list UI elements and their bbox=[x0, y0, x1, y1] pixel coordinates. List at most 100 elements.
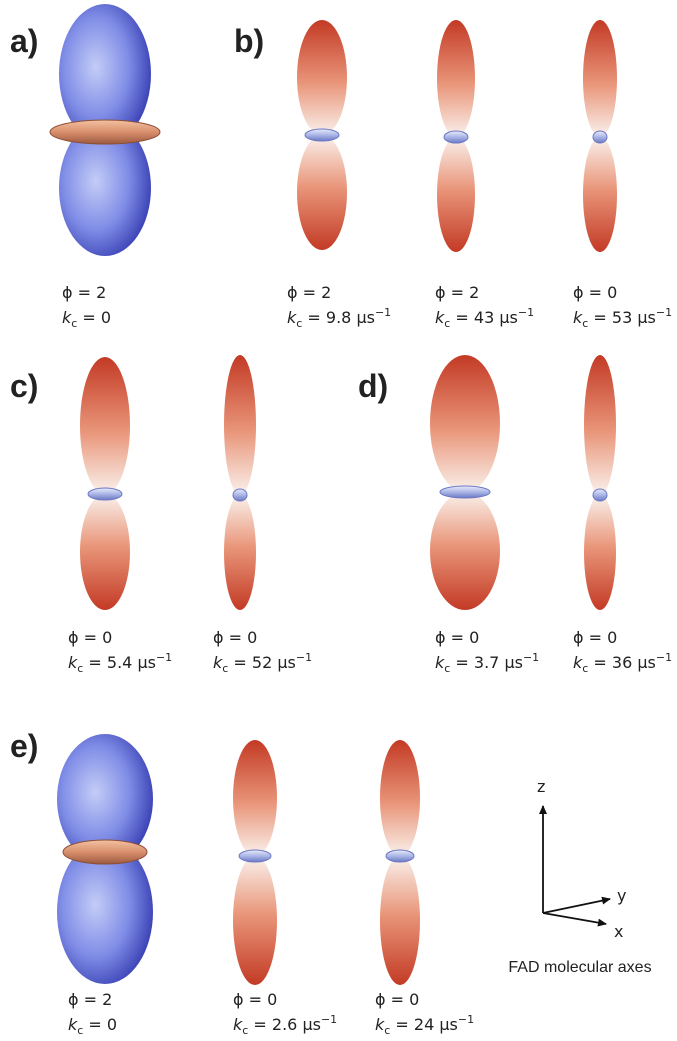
rate-value: = 52 μs bbox=[228, 653, 296, 672]
lobe bbox=[233, 856, 277, 985]
lobe bbox=[297, 135, 347, 250]
rate-value: = 36 μs bbox=[588, 653, 656, 672]
orbital-shape bbox=[584, 355, 616, 610]
rate-exponent: −1 bbox=[523, 651, 539, 664]
y-label: y bbox=[617, 886, 626, 905]
phi-label: ϕ = 2 bbox=[68, 990, 112, 1009]
ring bbox=[304, 128, 340, 142]
rate-symbol: k bbox=[435, 308, 445, 327]
rate-value: = 0 bbox=[83, 1015, 117, 1034]
ring bbox=[592, 488, 608, 502]
orbital-shape bbox=[437, 20, 475, 252]
ring bbox=[439, 485, 491, 499]
orbital-shape bbox=[233, 740, 277, 985]
rate-subscript: c bbox=[71, 317, 77, 330]
rate-subscript: c bbox=[296, 317, 302, 330]
lobe bbox=[80, 494, 130, 610]
lobe bbox=[57, 840, 153, 984]
rate-exponent: −1 bbox=[518, 306, 534, 319]
rate-exponent: −1 bbox=[375, 306, 391, 319]
orbital-shape bbox=[80, 357, 130, 610]
rate-label: kc = 0 bbox=[62, 308, 111, 330]
phi-label: ϕ = 0 bbox=[573, 628, 617, 647]
lobe bbox=[380, 740, 420, 856]
lobe bbox=[584, 355, 616, 495]
lobe bbox=[57, 734, 153, 864]
phi-label: ϕ = 0 bbox=[68, 628, 112, 647]
rate-subscript: c bbox=[582, 662, 588, 675]
panel-label: e) bbox=[10, 728, 38, 764]
rate-symbol: k bbox=[573, 653, 583, 672]
ring bbox=[592, 130, 608, 144]
axes-diagram: z y x FAD molecular axes bbox=[508, 777, 651, 976]
orbital-shape bbox=[380, 740, 420, 985]
rate-label: kc = 9.8 μs−1 bbox=[287, 306, 391, 330]
ring bbox=[238, 849, 272, 863]
lobe bbox=[59, 120, 151, 256]
rate-symbol: k bbox=[435, 653, 445, 672]
phi-label: ϕ = 2 bbox=[435, 283, 479, 302]
rate-value: = 24 μs bbox=[390, 1015, 458, 1034]
rate-symbol: k bbox=[375, 1015, 385, 1034]
orbital-shape bbox=[224, 355, 256, 610]
rate-symbol: k bbox=[233, 1015, 243, 1034]
ring bbox=[49, 119, 161, 145]
rate-label: kc = 3.7 μs−1 bbox=[435, 651, 539, 675]
lobe bbox=[430, 355, 500, 492]
rate-label: kc = 52 μs−1 bbox=[213, 651, 312, 675]
rate-exponent: −1 bbox=[656, 651, 672, 664]
rate-symbol: k bbox=[573, 308, 583, 327]
rate-subscript: c bbox=[222, 662, 228, 675]
x-axis bbox=[542, 912, 607, 927]
panel: d)ϕ = 0kc = 3.7 μs−1ϕ = 0kc = 36 μs−1 bbox=[358, 355, 672, 675]
panel: a) ϕ = 2 kc = 0 bbox=[10, 4, 161, 330]
lobe bbox=[59, 4, 151, 144]
rate-label: kc = 43 μs−1 bbox=[435, 306, 534, 330]
ring bbox=[87, 487, 123, 501]
rate-subscript: c bbox=[77, 662, 83, 675]
rate-value: = 9.8 μs bbox=[302, 308, 375, 327]
rate-subscript: c bbox=[77, 1024, 83, 1037]
panel-label: b) bbox=[234, 23, 264, 59]
phi-label: ϕ = 0 bbox=[573, 283, 617, 302]
rate-subscript: c bbox=[444, 317, 450, 330]
lobe bbox=[437, 20, 475, 137]
z-label: z bbox=[537, 777, 545, 796]
rate-value: = 3.7 μs bbox=[450, 653, 523, 672]
panel: e)ϕ = 2kc = 0ϕ = 0kc = 2.6 μs−1ϕ = 0kc =… bbox=[10, 728, 474, 1037]
phi-label: ϕ = 2 bbox=[62, 283, 106, 302]
lobe bbox=[224, 355, 256, 495]
rate-value: = 43 μs bbox=[450, 308, 518, 327]
ring bbox=[385, 849, 415, 863]
rate-exponent: −1 bbox=[296, 651, 312, 664]
rate-value: = 2.6 μs bbox=[248, 1015, 321, 1034]
rate-symbol: k bbox=[287, 308, 297, 327]
panel-label: a) bbox=[10, 23, 38, 59]
orbital-shape bbox=[57, 734, 153, 984]
ring bbox=[232, 488, 248, 502]
ring bbox=[62, 839, 148, 865]
lobe bbox=[583, 137, 617, 252]
rate-exponent: −1 bbox=[156, 651, 172, 664]
phi-label: ϕ = 0 bbox=[233, 990, 277, 1009]
panel: b)ϕ = 2kc = 9.8 μs−1ϕ = 2kc = 43 μs−1ϕ =… bbox=[234, 20, 672, 330]
rate-value: = 0 bbox=[77, 308, 111, 327]
rate-value: = 53 μs bbox=[588, 308, 656, 327]
axes-caption: FAD molecular axes bbox=[508, 959, 651, 976]
rate-exponent: −1 bbox=[656, 306, 672, 319]
rate-label: kc = 36 μs−1 bbox=[573, 651, 672, 675]
rate-label: kc = 0 bbox=[68, 1015, 117, 1037]
rate-label: kc = 53 μs−1 bbox=[573, 306, 672, 330]
phi-label: ϕ = 2 bbox=[287, 283, 331, 302]
phi-label: ϕ = 0 bbox=[375, 990, 419, 1009]
rate-exponent: −1 bbox=[458, 1013, 474, 1026]
rate-symbol: k bbox=[62, 308, 72, 327]
rate-subscript: c bbox=[582, 317, 588, 330]
rate-label: kc = 24 μs−1 bbox=[375, 1013, 474, 1037]
phi-label: ϕ = 0 bbox=[435, 628, 479, 647]
rate-symbol: k bbox=[68, 1015, 78, 1034]
lobe bbox=[583, 20, 617, 137]
orbital-shape bbox=[430, 355, 500, 610]
lobe bbox=[430, 492, 500, 610]
